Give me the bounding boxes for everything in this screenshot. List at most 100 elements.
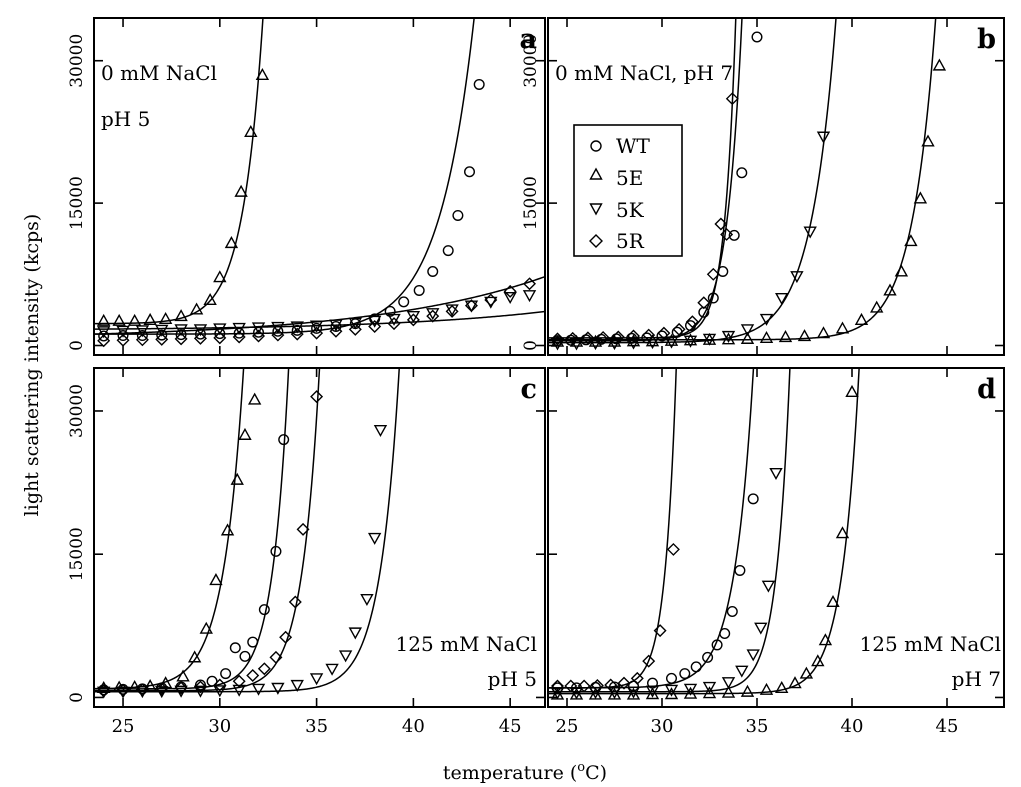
data-point-diamond	[310, 326, 324, 340]
legend-entry-5r: 5R	[589, 229, 645, 253]
data-point-triangle-down	[754, 622, 768, 635]
data-point-triangle-up	[799, 666, 814, 679]
condition-label: 125 mM NaCl	[860, 632, 1001, 656]
data-point-triangle-up	[209, 573, 223, 586]
fit-curve-5k	[94, 368, 401, 693]
data-point-triangle-up	[176, 669, 190, 682]
x-tick-label: 35	[746, 716, 769, 737]
data-point-diamond	[213, 678, 227, 692]
fit-curve-5r	[94, 368, 321, 692]
data-point-triangle-down	[683, 683, 698, 696]
data-point-diamond	[672, 322, 686, 336]
data-point-circle	[452, 209, 464, 221]
data-point-triangle-down	[775, 292, 789, 305]
data-point-diamond	[296, 522, 310, 536]
condition-label: pH 5	[101, 107, 150, 131]
panel-frame	[547, 17, 1005, 356]
data-point-triangle-down	[290, 679, 304, 692]
fit-curve-wt	[94, 368, 290, 690]
data-point-triangle-up	[143, 312, 157, 325]
data-point-triangle-up	[626, 334, 641, 347]
data-point-diamond	[406, 313, 420, 327]
data-point-triangle-up	[683, 333, 698, 346]
data-point-triangle-down	[213, 685, 227, 698]
data-point-triangle-up	[213, 270, 227, 283]
data-point-circle	[747, 493, 759, 505]
data-point-triangle-down	[503, 291, 517, 305]
data-point-triangle-down	[683, 335, 698, 348]
data-point-triangle-down	[348, 627, 362, 640]
data-point-triangle-up	[932, 58, 947, 71]
data-point-circle	[239, 650, 251, 662]
data-point-triangle-down	[373, 424, 388, 438]
data-point-diamond	[232, 674, 246, 688]
data-point-diamond	[484, 293, 498, 307]
legend-entry-wt: WT	[590, 134, 651, 158]
data-point-triangle-down	[338, 650, 353, 663]
panel-letter: d	[977, 374, 996, 405]
legend-entry-5e: 5E	[589, 166, 643, 190]
x-axis-label-main: temperature (	[443, 762, 577, 784]
data-point-circle	[442, 245, 454, 257]
data-point-triangle-up	[174, 309, 188, 322]
data-point-triangle-up	[158, 311, 173, 325]
x-tick-label: 30	[208, 716, 231, 737]
fit-curve-5e	[548, 368, 860, 695]
data-point-triangle-up	[626, 687, 641, 700]
data-point-diamond	[174, 332, 188, 346]
panel-c: 0 15000 30000 25 30 35 40 45 c 125 mM NaCl pH 5	[67, 367, 546, 737]
panel-frame	[93, 367, 546, 708]
y-tick-label: 30000	[67, 34, 87, 88]
data-point-triangle-down	[271, 321, 285, 334]
y-tick-label: 0	[521, 340, 541, 351]
data-point-triangle-down	[721, 677, 736, 690]
data-point-triangle-down	[367, 315, 382, 328]
x-tick-label: 40	[402, 716, 425, 737]
data-point-triangle-down	[761, 580, 776, 593]
data-point-triangle-up	[220, 523, 235, 536]
data-point-diamond	[257, 662, 271, 676]
series-5e	[94, 18, 270, 326]
data-point-circle	[734, 564, 746, 576]
data-point-triangle-down	[232, 684, 246, 697]
legend-diamond-icon	[589, 234, 603, 248]
data-point-diamond	[666, 542, 680, 556]
data-point-triangle-up	[845, 384, 859, 397]
data-point-circle	[247, 636, 259, 648]
legend-circle-icon	[590, 140, 602, 152]
data-point-diamond	[135, 333, 149, 347]
data-point-triangle-down	[645, 685, 660, 698]
data-point-triangle-up	[775, 680, 789, 694]
data-point-triangle-up	[835, 321, 850, 334]
legend-label-5e: 5E	[616, 166, 643, 190]
data-point-triangle-down	[464, 300, 479, 313]
data-point-diamond	[279, 630, 293, 644]
series-wt	[548, 368, 759, 694]
data-point-triangle-down	[721, 330, 736, 343]
data-point-diamond	[445, 304, 459, 318]
data-point-diamond	[271, 328, 285, 342]
x-tick-label: 30	[651, 716, 674, 737]
data-point-triangle-up	[740, 331, 755, 344]
data-point-triangle-up	[721, 685, 736, 698]
series-5r	[548, 18, 739, 346]
data-point-triangle-down	[769, 467, 783, 480]
data-point-triangle-up	[238, 427, 252, 440]
data-point-diamond	[329, 324, 343, 338]
panel-frame	[547, 367, 1005, 708]
data-point-triangle-up	[835, 526, 850, 539]
legend-entry-5k: 5K	[589, 198, 645, 222]
data-point-triangle-up	[569, 334, 584, 347]
data-point-diamond	[368, 320, 382, 334]
data-point-diamond	[551, 679, 564, 693]
plot-area	[94, 18, 545, 348]
fit-curve-wt	[94, 18, 475, 335]
data-point-triangle-up	[683, 686, 698, 699]
data-point-triangle-down	[702, 333, 717, 346]
data-point-triangle-down	[626, 686, 641, 699]
data-point-circle	[194, 328, 206, 340]
panel-d: 25 30 35 40 45 d 125 mM NaCl pH 7	[547, 367, 1005, 737]
panel-letter: c	[521, 374, 537, 405]
x-tick-label: 25	[556, 716, 579, 737]
